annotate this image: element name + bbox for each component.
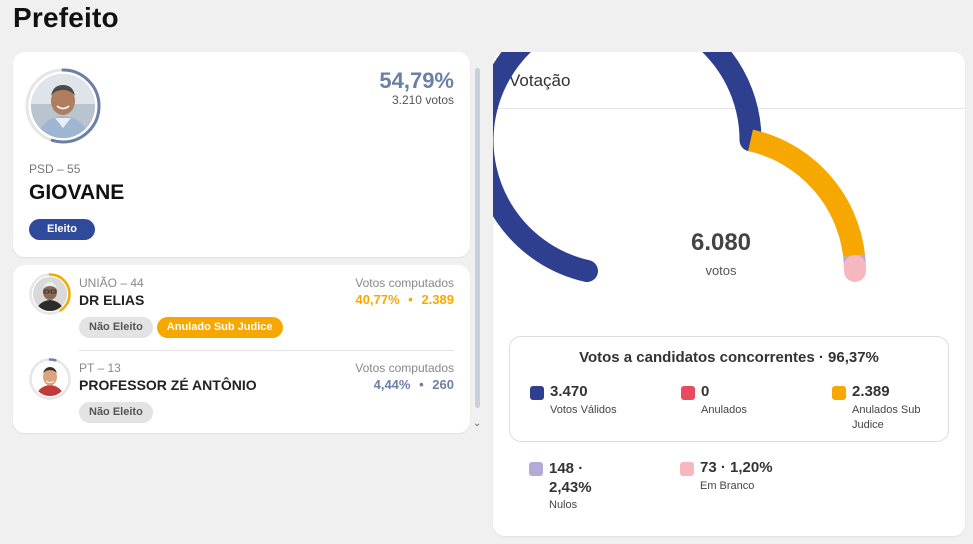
gauge-segment-anulados-sub-judice xyxy=(747,129,866,258)
candidate-row[interactable]: UNIÃO – 44 DR ELIAS Votos computados 40,… xyxy=(13,265,470,350)
candidate-percent: 4,44% xyxy=(373,377,411,392)
legend-value: 148 · 2,43% xyxy=(549,460,592,496)
legend-value: 73 · 1,20% xyxy=(700,459,773,476)
winner-photo xyxy=(31,74,95,138)
winner-percent: 54,79% xyxy=(379,68,454,93)
legend-swatch xyxy=(681,386,695,400)
candidate-avatar xyxy=(29,273,71,315)
legend-value: 2.389 xyxy=(852,383,890,400)
votes-computed-label: Votos computados xyxy=(355,276,454,290)
competing-votes-summary: Votos a candidatos concorrentes · 96,37%… xyxy=(509,336,949,442)
votes-gauge xyxy=(493,52,867,282)
winner-card[interactable]: 54,79% 3.210 votos PSD – 55 GIOVANE Elei… xyxy=(13,52,470,257)
candidate-photo xyxy=(33,277,67,311)
gauge-segment-votos-válidos xyxy=(493,52,762,282)
candidate-row[interactable]: PT – 13 PROFESSOR ZÉ ANTÔNIO Votos compu… xyxy=(13,350,470,435)
legend-label: Votos Válidos xyxy=(550,404,617,416)
legend-swatch xyxy=(680,462,694,476)
candidate-photo xyxy=(33,362,67,396)
candidate-votes: 2.389 xyxy=(421,292,454,307)
candidate-party: PT – 13 xyxy=(79,361,121,375)
candidate-badges: Não Eleito Anulado Sub Judice xyxy=(79,317,283,338)
elected-badge: Eleito xyxy=(29,219,95,240)
not-elected-badge: Não Eleito xyxy=(79,317,153,338)
candidate-stats: 4,44% • 260 xyxy=(374,377,454,392)
candidate-vote-ring xyxy=(29,273,71,315)
candidate-stats: 40,77% • 2.389 xyxy=(356,292,454,307)
legend-swatch xyxy=(832,386,846,400)
candidate-name: DR ELIAS xyxy=(79,292,145,308)
candidate-vote-ring xyxy=(29,358,71,400)
total-votes-label: votos xyxy=(705,263,737,278)
legend-value: 3.470 xyxy=(550,383,588,400)
chevron-down-icon[interactable]: ⌄ xyxy=(473,418,482,429)
scrollbar-thumb[interactable] xyxy=(475,68,480,408)
winner-votes: 3.210 votos xyxy=(391,93,454,107)
legend-label: Em Branco xyxy=(700,480,755,492)
other-candidates-card: UNIÃO – 44 DR ELIAS Votos computados 40,… xyxy=(13,265,470,433)
page-title: Prefeito xyxy=(13,2,119,33)
winner-name: GIOVANE xyxy=(29,181,125,204)
candidate-badges: Não Eleito xyxy=(79,402,153,423)
legend-label: Anulados Sub Judice xyxy=(852,404,921,431)
legend-label: Nulos xyxy=(549,499,578,511)
votacao-title: Votação xyxy=(509,71,571,90)
votes-computed-label: Votos computados xyxy=(355,361,454,375)
legend-swatch xyxy=(530,386,544,400)
annulled-sub-judice-badge: Anulado Sub Judice xyxy=(156,317,283,338)
legend-label: Anulados xyxy=(701,404,747,416)
winner-avatar xyxy=(25,68,101,144)
row-divider xyxy=(79,350,454,351)
winner-party: PSD – 55 xyxy=(29,162,81,176)
panel-divider xyxy=(493,108,965,109)
not-elected-badge: Não Eleito xyxy=(79,402,153,423)
summary-title: Votos a candidatos concorrentes · 96,37% xyxy=(579,349,879,366)
stat-separator: • xyxy=(408,292,413,307)
votacao-panel: Votação 6.080 votos Votos a candidatos c… xyxy=(493,52,965,536)
stat-separator: • xyxy=(419,377,424,392)
legend-swatch xyxy=(529,462,543,476)
legend-value: 0 xyxy=(701,383,710,400)
candidate-percent: 40,77% xyxy=(355,292,400,307)
candidate-name: PROFESSOR ZÉ ANTÔNIO xyxy=(79,377,257,393)
winner-vote-ring xyxy=(25,68,101,144)
candidate-avatar xyxy=(29,358,71,400)
candidate-votes: 260 xyxy=(432,377,454,392)
candidate-party: UNIÃO – 44 xyxy=(79,276,144,290)
candidate-list-scrollbar[interactable]: ⌄ xyxy=(473,58,483,434)
total-votes: 6.080 xyxy=(690,229,752,256)
